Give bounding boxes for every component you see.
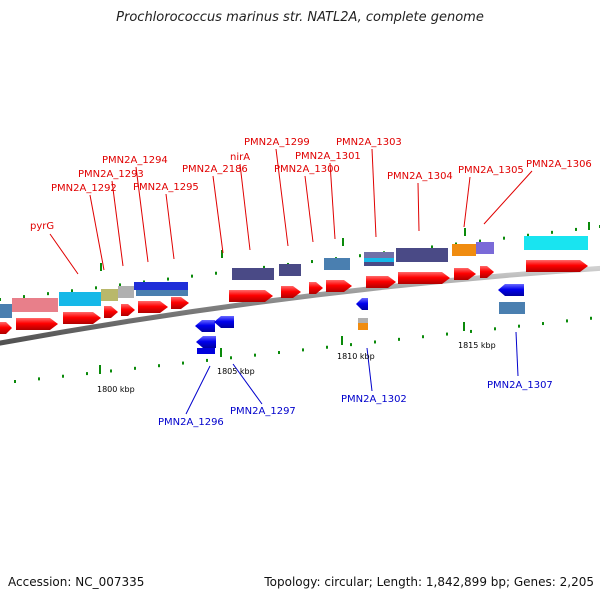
scale-label-1805: 1805 kbp bbox=[217, 367, 255, 376]
leader-line bbox=[304, 175, 314, 243]
leader-line bbox=[371, 148, 377, 238]
forward-cds-arrow bbox=[526, 260, 588, 272]
forward-cds-arrow bbox=[138, 301, 168, 313]
forward-cds-arrow bbox=[480, 266, 494, 278]
leader-line bbox=[212, 175, 224, 254]
gene-label-PMN2A_1297: PMN2A_1297 bbox=[230, 406, 296, 417]
gene-label-PMN2A_1307: PMN2A_1307 bbox=[487, 380, 553, 391]
reverse-cds-arrow bbox=[356, 298, 368, 310]
leader-line bbox=[185, 365, 211, 415]
leader-line bbox=[232, 363, 263, 405]
accession-text: Accession: NC_007335 bbox=[8, 575, 145, 589]
scale-label-1810: 1810 kbp bbox=[337, 352, 375, 361]
forward-cds-arrow bbox=[63, 312, 101, 324]
gene-label-PMN2A_1301: PMN2A_1301 bbox=[295, 151, 361, 162]
gene-label-PMN2A_1299: PMN2A_1299 bbox=[244, 137, 310, 148]
feature-box bbox=[358, 318, 368, 323]
leader-line bbox=[417, 182, 420, 232]
scale-label-1800: 1800 kbp bbox=[97, 385, 135, 394]
gene-label-PMN2A_1296: PMN2A_1296 bbox=[158, 417, 224, 428]
forward-cds-arrow bbox=[309, 282, 323, 294]
forward-cds-arrow bbox=[281, 286, 301, 298]
genome-backbone bbox=[0, 265, 600, 346]
leader-line bbox=[275, 148, 289, 247]
gene-label-nirA: nirA bbox=[230, 152, 250, 163]
reverse-cds-arrow bbox=[214, 316, 234, 328]
gene-labels-reverse: PMN2A_1296 PMN2A_1297 PMN2A_1302 PMN2A_1… bbox=[158, 380, 553, 428]
feature-box bbox=[452, 244, 476, 256]
leader-line bbox=[239, 163, 251, 251]
feature-box bbox=[101, 289, 118, 301]
reverse-cds-arrow bbox=[196, 336, 216, 348]
gene-label-PMN2A_1303: PMN2A_1303 bbox=[336, 137, 402, 148]
feature-box bbox=[197, 348, 215, 354]
feature-box bbox=[524, 236, 588, 250]
gene-label-PMN2A_2186: PMN2A_2186 bbox=[182, 164, 248, 175]
gene-label-pyrG: pyrG bbox=[30, 221, 54, 232]
forward-cds-arrow bbox=[454, 268, 476, 280]
forward-cds-arrow bbox=[398, 272, 450, 284]
forward-cds-arrow bbox=[171, 297, 189, 309]
genome-summary-text: Topology: circular; Length: 1,842,899 bp… bbox=[264, 575, 594, 589]
leader-line bbox=[515, 331, 519, 377]
feature-box bbox=[364, 252, 394, 258]
gene-label-PMN2A_1302: PMN2A_1302 bbox=[341, 394, 407, 405]
feature-box bbox=[279, 264, 301, 276]
forward-cds-arrow bbox=[366, 276, 396, 288]
reverse-cds-arrow bbox=[498, 284, 524, 296]
label-leaders bbox=[49, 148, 533, 415]
scale-label-1815: 1815 kbp bbox=[458, 341, 496, 350]
leader-line bbox=[366, 347, 373, 392]
leader-line bbox=[135, 166, 149, 263]
feature-box bbox=[364, 258, 394, 262]
gene-label-PMN2A_1304: PMN2A_1304 bbox=[387, 171, 453, 182]
feature-box bbox=[0, 304, 12, 318]
map-title: Prochlorococcus marinus str. NATL2A, com… bbox=[116, 10, 484, 25]
leader-line bbox=[329, 162, 336, 240]
leader-line bbox=[165, 193, 175, 260]
gene-labels-forward: pyrG PMN2A_1292 PMN2A_1293 PMN2A_1294 PM… bbox=[30, 137, 592, 232]
gene-label-PMN2A_1295: PMN2A_1295 bbox=[133, 182, 199, 193]
scale-labels: 1800 kbp 1805 kbp 1810 kbp 1815 kbp bbox=[97, 341, 496, 394]
feature-box bbox=[364, 262, 394, 266]
gene-label-PMN2A_1292: PMN2A_1292 bbox=[51, 183, 117, 194]
leader-line bbox=[111, 180, 124, 267]
feature-box bbox=[476, 242, 494, 254]
feature-box bbox=[118, 286, 134, 298]
leader-line bbox=[483, 170, 533, 225]
gene-label-PMN2A_1293: PMN2A_1293 bbox=[78, 169, 144, 180]
reverse-cds-arrow bbox=[195, 320, 215, 332]
feature-box bbox=[136, 290, 188, 296]
gene-label-PMN2A_1300: PMN2A_1300 bbox=[274, 164, 340, 175]
feature-box bbox=[59, 292, 101, 306]
feature-box bbox=[499, 302, 525, 314]
feature-box bbox=[396, 248, 448, 262]
feature-track bbox=[0, 236, 588, 354]
forward-cds-arrow bbox=[104, 306, 118, 318]
feature-box bbox=[134, 282, 188, 290]
leader-line bbox=[89, 194, 105, 271]
leader-line bbox=[463, 176, 471, 228]
feature-box bbox=[324, 258, 350, 270]
feature-box bbox=[12, 298, 58, 312]
gene-label-PMN2A_1306: PMN2A_1306 bbox=[526, 159, 592, 170]
forward-cds-arrow bbox=[121, 304, 135, 316]
forward-cds-arrow bbox=[326, 280, 352, 292]
feature-box bbox=[232, 268, 274, 280]
leader-line bbox=[49, 233, 79, 275]
forward-cds-arrow bbox=[0, 322, 12, 334]
gene-label-PMN2A_1305: PMN2A_1305 bbox=[458, 165, 524, 176]
forward-cds-arrow bbox=[229, 290, 273, 302]
forward-cds-arrow bbox=[16, 318, 58, 330]
feature-box bbox=[358, 323, 368, 330]
gene-label-PMN2A_1294: PMN2A_1294 bbox=[102, 155, 168, 166]
